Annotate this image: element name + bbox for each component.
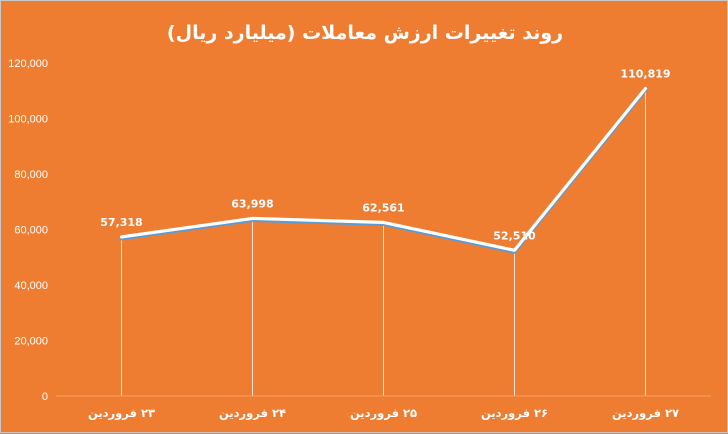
y-tick-label: 100,000: [8, 114, 48, 126]
data-label: 63,998: [231, 197, 273, 210]
x-tick-label: ۲۳ فروردین: [88, 406, 155, 421]
y-axis: 0 20,000 40,000 60,000 80,000 100,000 120,000: [8, 58, 48, 403]
x-tick-label: ۲۴ فروردین: [219, 406, 286, 421]
y-tick-label: 80,000: [14, 169, 48, 181]
data-label: 57,318: [100, 216, 142, 229]
x-tick-label: ۲۷ فروردین: [612, 406, 679, 421]
y-tick-label: 120,000: [8, 58, 48, 70]
x-axis: ۲۳ فروردین ۲۴ فروردین ۲۵ فروردین ۲۶ فروردین…: [56, 395, 711, 421]
chart-title: روند تغییرات ارزش معاملات (میلیارد ریال): [167, 22, 563, 44]
y-tick-label: 0: [42, 391, 48, 403]
series-lines: [119, 86, 648, 254]
y-tick-label: 60,000: [14, 225, 48, 237]
data-label: 52,510: [493, 229, 536, 242]
y-tick-label: 20,000: [14, 336, 48, 348]
data-label: 62,561: [362, 201, 404, 214]
drop-lines: [121, 88, 646, 396]
x-tick-label: ۲۵ فروردین: [350, 406, 417, 421]
y-tick-label: 40,000: [14, 280, 48, 292]
x-tick-label: ۲۶ فروردین: [481, 406, 548, 421]
data-label: 110,819: [620, 67, 670, 80]
series-line: [119, 86, 648, 252]
data-labels: 57,318 63,998 62,561 52,510 110,819: [100, 67, 670, 242]
